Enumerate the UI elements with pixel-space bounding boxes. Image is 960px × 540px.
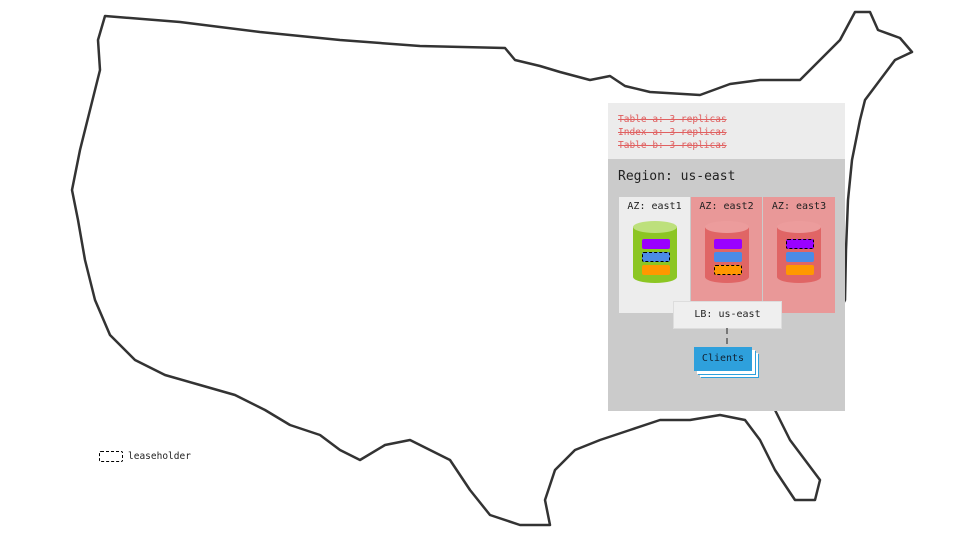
az-label: AZ: east1 xyxy=(627,201,682,212)
range-replica xyxy=(642,239,670,249)
range-replica-leaseholder xyxy=(642,252,670,262)
lb-connector xyxy=(726,328,728,346)
range-replica-leaseholder xyxy=(786,239,814,249)
region-label: Region: us-east xyxy=(618,169,736,184)
clients-box: Clients xyxy=(694,347,752,371)
az-label: AZ: east3 xyxy=(771,201,827,212)
range-replica xyxy=(714,252,742,262)
note-index-a: Index a: 3 replicas xyxy=(618,127,727,138)
note-table-a: Table a: 3 replicas xyxy=(618,114,727,125)
replica-notes: Table a: 3 replicas Index a: 3 replicas … xyxy=(608,103,845,159)
load-balancer: LB: us-east xyxy=(673,301,782,329)
note-table-b: Table b: 3 replicas xyxy=(618,140,727,151)
az-label: AZ: east2 xyxy=(699,201,754,212)
az-2: AZ: east2 xyxy=(691,197,762,313)
legend-label: leaseholder xyxy=(128,451,191,462)
range-replica-leaseholder xyxy=(714,265,742,275)
az-3: AZ: east3 xyxy=(763,197,835,313)
range-replica xyxy=(714,239,742,249)
leaseholder-swatch xyxy=(99,451,123,462)
legend: leaseholder xyxy=(99,451,191,462)
range-replica xyxy=(786,265,814,275)
range-replica xyxy=(786,252,814,262)
range-replica xyxy=(642,265,670,275)
az-1: AZ: east1 xyxy=(619,197,690,313)
